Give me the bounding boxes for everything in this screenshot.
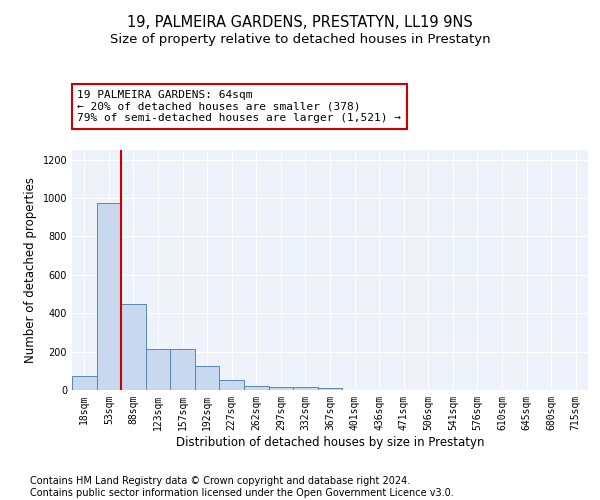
Y-axis label: Number of detached properties: Number of detached properties (24, 177, 37, 363)
Text: Size of property relative to detached houses in Prestatyn: Size of property relative to detached ho… (110, 32, 490, 46)
Bar (293, 386, 318, 390)
Bar (195, 366, 220, 390)
X-axis label: Distribution of detached houses by size in Prestatyn: Distribution of detached houses by size … (176, 436, 484, 448)
Bar (121, 304, 146, 390)
Bar (97, 203, 121, 390)
Bar (220, 380, 244, 390)
Bar (170, 348, 195, 390)
Text: 19 PALMEIRA GARDENS: 64sqm
← 20% of detached houses are smaller (378)
79% of sem: 19 PALMEIRA GARDENS: 64sqm ← 20% of deta… (77, 90, 401, 123)
Bar (269, 387, 293, 390)
Bar (318, 388, 342, 390)
Bar (244, 386, 269, 390)
Text: Contains HM Land Registry data © Crown copyright and database right 2024.
Contai: Contains HM Land Registry data © Crown c… (30, 476, 454, 498)
Bar (146, 348, 170, 390)
Bar (72, 376, 97, 390)
Text: 19, PALMEIRA GARDENS, PRESTATYN, LL19 9NS: 19, PALMEIRA GARDENS, PRESTATYN, LL19 9N… (127, 15, 473, 30)
